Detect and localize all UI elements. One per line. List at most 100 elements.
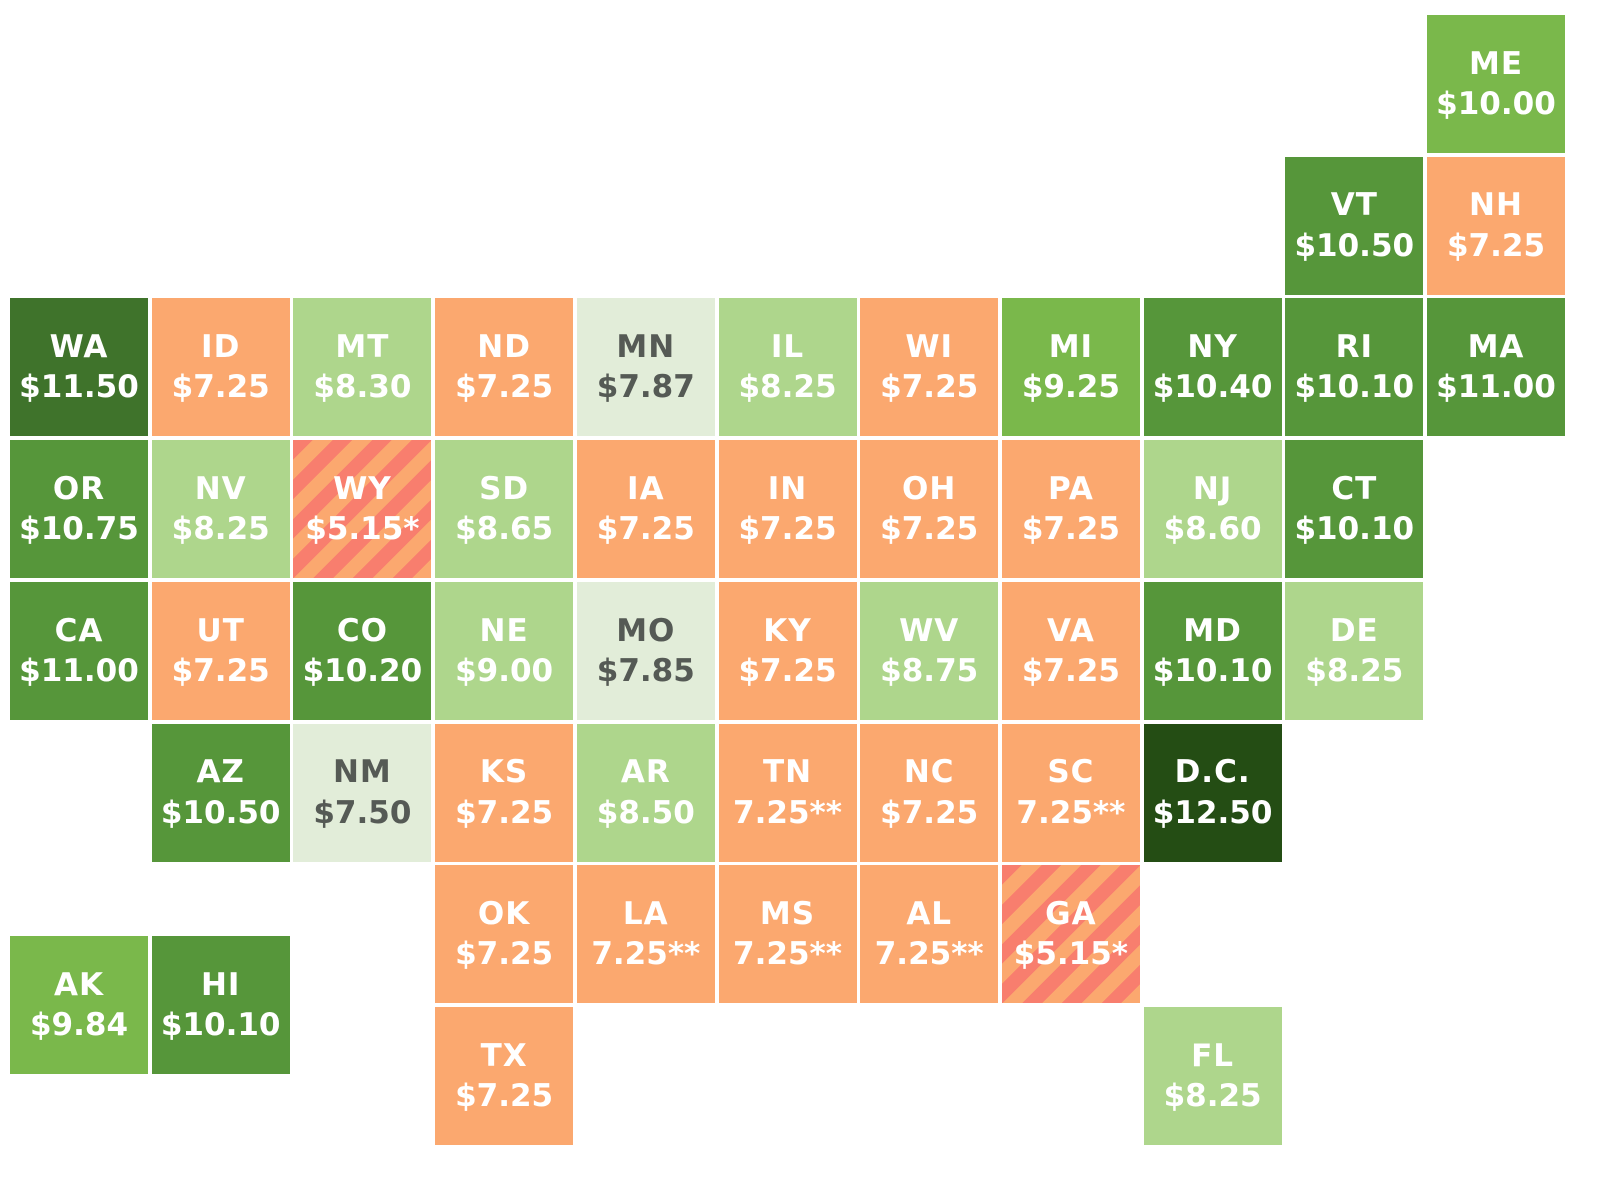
state-tile-md: MD $10.10	[1143, 581, 1282, 720]
state-wage: $8.25	[1305, 652, 1404, 689]
state-wage: $9.84	[29, 1007, 129, 1044]
state-tile-co: CO $10.20	[293, 581, 432, 720]
state-tile-vt: VT $10.50	[1285, 156, 1424, 295]
state-wage: $8.30	[313, 369, 412, 406]
state-wage: $11.00	[1436, 369, 1556, 406]
state-abbr: TN	[762, 754, 813, 791]
state-tile-va: VA $7.25	[1001, 581, 1140, 720]
state-abbr: MN	[616, 329, 676, 366]
state-wage: $10.20	[302, 652, 423, 689]
state-tile-nm: NM $7.50	[293, 723, 432, 862]
state-wage: $7.25	[738, 652, 837, 689]
state-tile-dc: D.C. $12.50	[1143, 723, 1282, 862]
state-tile-fl: FL $8.25	[1143, 1006, 1282, 1145]
state-abbr: NC	[903, 754, 955, 791]
state-abbr: AK	[53, 966, 104, 1003]
state-abbr: SC	[1047, 754, 1095, 791]
state-tile-wy: WY $5.15*	[293, 440, 432, 579]
state-abbr: KS	[479, 754, 529, 791]
state-abbr: MD	[1183, 612, 1242, 649]
state-abbr: MS	[759, 895, 816, 932]
state-abbr: WY	[333, 470, 392, 507]
state-wage: $7.25	[455, 1077, 554, 1114]
state-tile-la: LA 7.25**	[576, 865, 715, 1004]
state-abbr: GA	[1045, 895, 1097, 932]
state-wage: $12.50	[1152, 794, 1273, 831]
state-wage: $7.25	[880, 369, 979, 406]
state-abbr: ME	[1468, 45, 1524, 82]
state-abbr: LA	[622, 895, 669, 932]
state-wage: $7.87	[596, 369, 695, 406]
state-abbr: NY	[1187, 329, 1238, 366]
state-tile-or: OR $10.75	[10, 440, 148, 579]
state-abbr: MI	[1048, 329, 1094, 366]
state-tile-wa: WA $11.50	[10, 298, 148, 437]
state-wage: $7.25	[1446, 227, 1546, 264]
state-tile-mi: MI $9.25	[1001, 298, 1140, 437]
state-tile-nd: ND $7.25	[435, 298, 574, 437]
state-tile-mt: MT $8.30	[293, 298, 432, 437]
state-abbr: VT	[1330, 187, 1378, 224]
state-wage: $10.75	[19, 511, 139, 548]
state-abbr: MO	[616, 612, 676, 649]
state-tile-ok: OK $7.25	[435, 865, 574, 1004]
state-abbr: CO	[336, 612, 388, 649]
state-wage: $10.10	[1152, 652, 1273, 689]
state-tile-ut: UT $7.25	[151, 581, 290, 720]
state-tile-pa: PA $7.25	[1001, 440, 1140, 579]
state-abbr: DE	[1329, 612, 1379, 649]
state-abbr: OH	[902, 470, 957, 507]
state-abbr: WA	[49, 329, 109, 366]
state-abbr: NH	[1469, 187, 1523, 224]
state-wage: $7.25	[171, 652, 270, 689]
state-wage: $7.25	[455, 794, 554, 831]
state-wage: $10.10	[1294, 369, 1415, 406]
state-tile-de: DE $8.25	[1285, 581, 1424, 720]
state-tile-ct: CT $10.10	[1285, 440, 1424, 579]
state-abbr: OK	[477, 895, 531, 932]
state-abbr: NV	[194, 470, 247, 507]
state-wage: $7.25	[1021, 511, 1120, 548]
state-tile-me: ME $10.00	[1427, 15, 1565, 153]
state-abbr: AR	[620, 754, 671, 791]
state-wage: $8.50	[596, 794, 695, 831]
state-tile-ky: KY $7.25	[718, 581, 857, 720]
state-wage: $7.25	[738, 511, 837, 548]
state-tile-wv: WV $8.75	[860, 581, 999, 720]
state-abbr: UT	[196, 612, 245, 649]
state-tile-nh: NH $7.25	[1427, 156, 1565, 295]
state-wage: $8.75	[880, 652, 979, 689]
state-abbr: CT	[1331, 470, 1378, 507]
state-tile-ga: GA $5.15*	[1001, 865, 1140, 1004]
state-tile-hi: HI $10.10	[151, 936, 290, 1075]
state-abbr: MT	[335, 329, 390, 366]
state-abbr: CA	[54, 612, 104, 649]
state-tile-mn: MN $7.87	[576, 298, 715, 437]
state-wage: 7.25**	[733, 794, 842, 831]
state-abbr: WI	[905, 329, 954, 366]
state-abbr: NE	[479, 612, 529, 649]
state-abbr: PA	[1047, 470, 1094, 507]
state-abbr: VA	[1046, 612, 1095, 649]
state-wage: $8.25	[738, 369, 837, 406]
state-abbr: OR	[52, 470, 106, 507]
state-abbr: FL	[1191, 1037, 1235, 1074]
state-wage: $10.50	[160, 794, 281, 831]
state-tile-oh: OH $7.25	[860, 440, 999, 579]
state-wage: $11.00	[19, 652, 139, 689]
state-abbr: SD	[479, 470, 530, 507]
state-wage: $10.10	[160, 1007, 281, 1044]
state-abbr: KY	[763, 612, 812, 649]
state-tile-sc: SC 7.25**	[1001, 723, 1140, 862]
state-abbr: AZ	[196, 754, 245, 791]
state-tile-sd: SD $8.65	[435, 440, 574, 579]
state-wage: $7.25	[455, 936, 554, 973]
state-abbr: NM	[332, 754, 392, 791]
state-tile-ne: NE $9.00	[435, 581, 574, 720]
state-wage: $9.00	[455, 652, 554, 689]
state-wage: $10.00	[1436, 86, 1556, 122]
state-tile-ia: IA $7.25	[576, 440, 715, 579]
state-tile-al: AL 7.25**	[860, 865, 999, 1004]
state-wage: $9.25	[1021, 369, 1120, 406]
